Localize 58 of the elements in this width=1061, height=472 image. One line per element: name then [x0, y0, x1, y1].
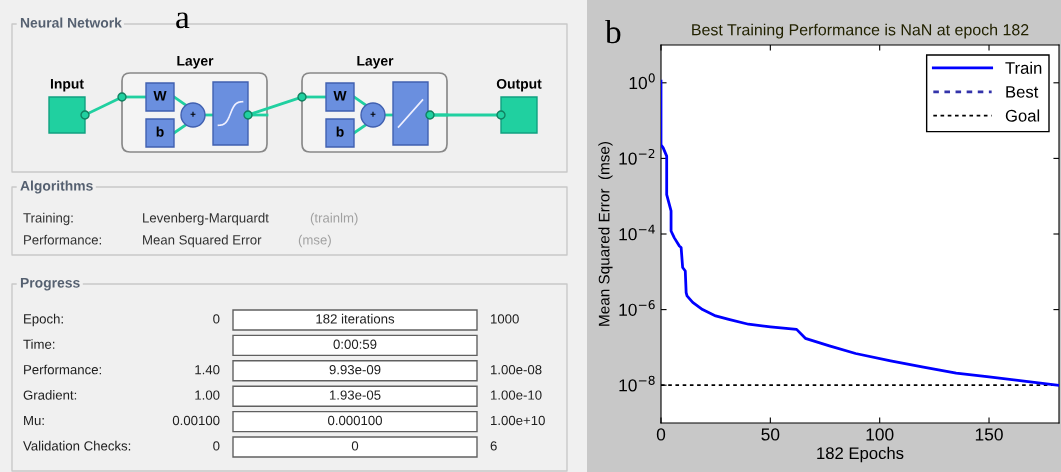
y-axis-title: Mean Squared Error (mse) [598, 141, 613, 326]
text: 1.00e+10 [491, 415, 545, 426]
legend-label: Best [1006, 86, 1039, 98]
text: Output [496, 78, 542, 92]
text: Gradient: [23, 390, 77, 400]
y-tick-label: 10$^{0}$ [629, 73, 655, 90]
text: Performance: [24, 234, 101, 245]
text: Progress [20, 277, 80, 291]
y-tick-label: 10$^{−2}$ [619, 148, 655, 165]
text: Algorithms [20, 180, 93, 194]
text: 0.00100 [172, 415, 220, 426]
text: 6 [490, 441, 497, 451]
text: Mu: [24, 415, 44, 426]
text: 182 iterations [316, 313, 395, 324]
y-tick-label: 10$^{−6}$ [619, 300, 655, 316]
text: Layer [357, 56, 394, 69]
text: 1.00e-10 [491, 390, 542, 400]
text: b [156, 126, 164, 137]
text: b [336, 126, 344, 137]
text: 0 [213, 314, 220, 324]
x-tick-label: 0 [656, 428, 666, 441]
x-tick-label: 50 [761, 428, 780, 441]
text: Layer [177, 56, 214, 69]
text: Epoch: [24, 313, 63, 327]
text: Neural Network [20, 17, 122, 28]
text: + [370, 111, 376, 117]
text: Time: [23, 339, 55, 349]
text: (mse) [298, 234, 331, 248]
text: b [605, 19, 621, 44]
y-tick-label: 10$^{−4}$ [619, 224, 655, 241]
text: 1.00 [195, 390, 220, 400]
x-tick-label: 100 [866, 428, 894, 441]
y-tick-label: 10$^{−8}$ [619, 375, 655, 392]
text: (trainlm) [310, 212, 358, 226]
text: a [176, 12, 190, 29]
text: W [333, 91, 347, 101]
legend-label: Goal [1005, 109, 1040, 122]
text: 0.000100 [328, 415, 382, 426]
x-axis-title: 182 Epochs [817, 446, 904, 463]
text: 0:00:59 [333, 339, 377, 349]
text: Training: [23, 212, 73, 226]
text: 1.00e-08 [491, 365, 542, 375]
text: Levenberg-Marquardt [143, 212, 269, 226]
text: Validation Checks: [23, 440, 131, 451]
text: 1.40 [195, 365, 220, 375]
text: 0 [213, 441, 220, 451]
text: W [153, 91, 167, 101]
chart-title: Best Training Performance is NaN at epoch 182 [692, 23, 1029, 39]
text: 1000 [491, 314, 519, 324]
text: 1.93e-05 [329, 390, 381, 400]
text: Input [50, 79, 84, 92]
legend-label: Train [1005, 61, 1042, 74]
text: + [190, 111, 196, 117]
text: Performance: [24, 364, 101, 375]
x-tick-label: 150 [975, 428, 1003, 441]
text: Mean Squared Error [143, 234, 262, 248]
text: 9.93e-09 [329, 365, 381, 375]
text: 0 [351, 441, 359, 451]
